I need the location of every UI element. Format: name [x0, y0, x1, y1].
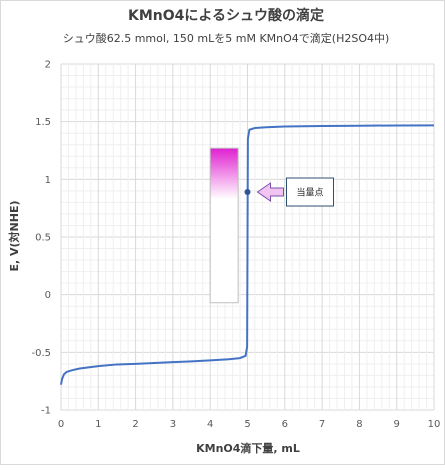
titration-curve — [60, 124, 435, 385]
x-tick-label: 1 — [95, 419, 101, 430]
callout-arrow — [256, 182, 284, 202]
x-tick-label: 0 — [58, 419, 64, 430]
y-tick-label: -1 — [41, 406, 51, 417]
x-tick-label: 4 — [207, 419, 213, 430]
x-tick-label: 5 — [244, 419, 250, 430]
y-tick-label: -0.5 — [31, 348, 51, 359]
x-tick-label: 3 — [170, 419, 176, 430]
y-tick-label: 0.5 — [35, 233, 51, 244]
x-tick-label: 6 — [282, 419, 288, 430]
x-tick-label: 2 — [132, 419, 138, 430]
x-tick-label: 9 — [394, 419, 400, 430]
y-tick-label: 2 — [45, 60, 51, 71]
chart-title: KMnO4によるシュウ酸の滴定 — [128, 7, 324, 24]
annotation-layer: 当量点 — [244, 177, 334, 207]
y-tick-label: 0 — [45, 290, 51, 301]
tick-labels: -1 -0.5 0 0.5 1 1.5 2 0 1 2 3 4 5 6 7 8 9 10 — [31, 60, 440, 431]
y-tick-label: 1.5 — [35, 117, 51, 128]
x-axis-title: KMnO4滴下量, mL — [196, 441, 300, 455]
indicator-bar-layer — [209, 147, 239, 304]
chart-subtitle: シュウ酸62.5 mmol, 150 mLを5 mM KMnO4で滴定(H2SO… — [63, 31, 390, 45]
x-tick-label: 8 — [356, 419, 362, 430]
x-tick-label: 7 — [319, 419, 325, 430]
equivalence-point-marker — [244, 189, 251, 196]
callout-box — [286, 177, 334, 207]
x-tick-label: 10 — [428, 419, 441, 430]
indicator-color-bar — [209, 147, 239, 304]
equivalence-point-label: 当量点 — [296, 187, 323, 199]
y-tick-label: 1 — [45, 175, 51, 186]
y-axis-title: E, V(対NHE) — [7, 200, 21, 271]
series-layer — [60, 124, 435, 385]
